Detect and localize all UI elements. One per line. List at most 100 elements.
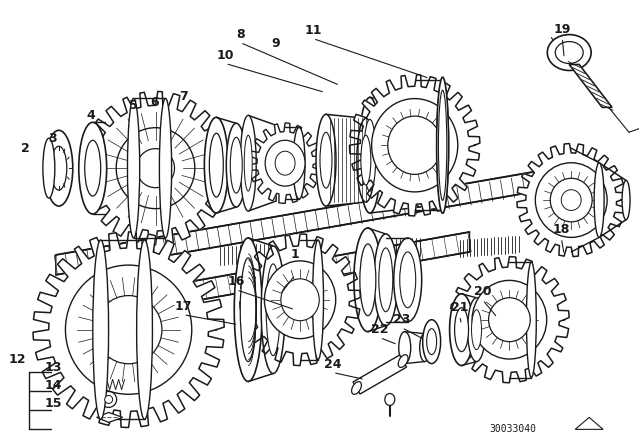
Ellipse shape — [261, 246, 285, 374]
Ellipse shape — [265, 140, 305, 186]
Ellipse shape — [43, 138, 55, 198]
Polygon shape — [240, 234, 360, 366]
Polygon shape — [61, 232, 470, 325]
Polygon shape — [353, 355, 406, 394]
Polygon shape — [81, 91, 230, 245]
Ellipse shape — [351, 382, 362, 394]
Ellipse shape — [100, 392, 116, 407]
Ellipse shape — [137, 240, 152, 419]
Ellipse shape — [159, 99, 172, 238]
Ellipse shape — [561, 190, 581, 211]
Ellipse shape — [556, 42, 583, 64]
Polygon shape — [97, 413, 123, 422]
Ellipse shape — [550, 178, 592, 222]
Text: 21: 21 — [451, 301, 468, 314]
Ellipse shape — [472, 280, 547, 359]
Text: 18: 18 — [552, 224, 570, 237]
Ellipse shape — [364, 119, 376, 191]
Ellipse shape — [361, 135, 371, 185]
Text: 19: 19 — [554, 23, 571, 36]
Text: 11: 11 — [304, 24, 322, 37]
Ellipse shape — [547, 34, 591, 70]
Ellipse shape — [385, 393, 395, 405]
Text: 24: 24 — [324, 358, 342, 371]
Text: 9: 9 — [272, 37, 280, 50]
Ellipse shape — [230, 137, 243, 193]
Ellipse shape — [374, 234, 397, 326]
Ellipse shape — [399, 332, 411, 364]
Text: 8: 8 — [236, 28, 244, 41]
Text: 17: 17 — [175, 300, 192, 313]
Ellipse shape — [266, 264, 280, 356]
Ellipse shape — [240, 115, 256, 211]
Text: 16: 16 — [228, 276, 245, 289]
Ellipse shape — [240, 258, 256, 362]
Polygon shape — [517, 144, 625, 257]
Text: 2: 2 — [20, 142, 29, 155]
Text: 7: 7 — [179, 90, 188, 103]
Ellipse shape — [281, 279, 319, 321]
Ellipse shape — [234, 238, 262, 382]
Ellipse shape — [535, 163, 607, 237]
Ellipse shape — [357, 118, 375, 202]
Polygon shape — [33, 232, 224, 427]
Text: 14: 14 — [44, 379, 61, 392]
Ellipse shape — [360, 244, 376, 316]
Ellipse shape — [316, 114, 336, 206]
Ellipse shape — [411, 103, 429, 207]
Polygon shape — [370, 97, 420, 213]
Polygon shape — [326, 114, 366, 206]
Ellipse shape — [93, 240, 109, 419]
Ellipse shape — [312, 240, 323, 360]
Ellipse shape — [398, 355, 408, 367]
Ellipse shape — [136, 149, 175, 188]
Ellipse shape — [227, 123, 246, 207]
Text: 5: 5 — [129, 99, 138, 112]
Ellipse shape — [359, 97, 381, 213]
Ellipse shape — [275, 151, 295, 175]
Ellipse shape — [354, 228, 382, 332]
Ellipse shape — [51, 146, 67, 190]
Polygon shape — [450, 257, 569, 383]
Ellipse shape — [472, 310, 481, 349]
Ellipse shape — [436, 81, 449, 210]
Ellipse shape — [394, 238, 422, 322]
Ellipse shape — [449, 294, 474, 366]
Polygon shape — [250, 123, 321, 203]
Text: 13: 13 — [44, 361, 61, 374]
Ellipse shape — [79, 122, 107, 214]
Ellipse shape — [527, 262, 536, 378]
Ellipse shape — [436, 77, 449, 213]
Ellipse shape — [209, 134, 223, 197]
Ellipse shape — [244, 135, 252, 191]
Ellipse shape — [105, 396, 113, 404]
Ellipse shape — [95, 296, 162, 364]
Ellipse shape — [45, 130, 73, 206]
Ellipse shape — [454, 308, 468, 352]
Ellipse shape — [379, 248, 393, 312]
Ellipse shape — [264, 261, 336, 339]
Text: 20: 20 — [474, 285, 492, 298]
Polygon shape — [349, 75, 480, 216]
Ellipse shape — [415, 125, 425, 185]
Ellipse shape — [427, 329, 436, 355]
Ellipse shape — [372, 99, 458, 192]
Ellipse shape — [320, 132, 332, 188]
Ellipse shape — [488, 298, 531, 342]
Text: 3: 3 — [49, 132, 57, 145]
Text: 12: 12 — [8, 353, 26, 366]
Ellipse shape — [116, 128, 195, 209]
Text: 1: 1 — [291, 248, 300, 261]
Ellipse shape — [84, 140, 100, 196]
Ellipse shape — [204, 117, 228, 213]
Ellipse shape — [127, 99, 140, 238]
Text: 4: 4 — [86, 109, 95, 122]
Ellipse shape — [293, 127, 305, 199]
Text: 10: 10 — [216, 49, 234, 62]
Text: 23: 23 — [393, 313, 410, 326]
Ellipse shape — [438, 90, 447, 200]
Ellipse shape — [388, 116, 442, 174]
Ellipse shape — [594, 163, 604, 237]
Polygon shape — [56, 162, 589, 275]
Polygon shape — [248, 115, 276, 211]
